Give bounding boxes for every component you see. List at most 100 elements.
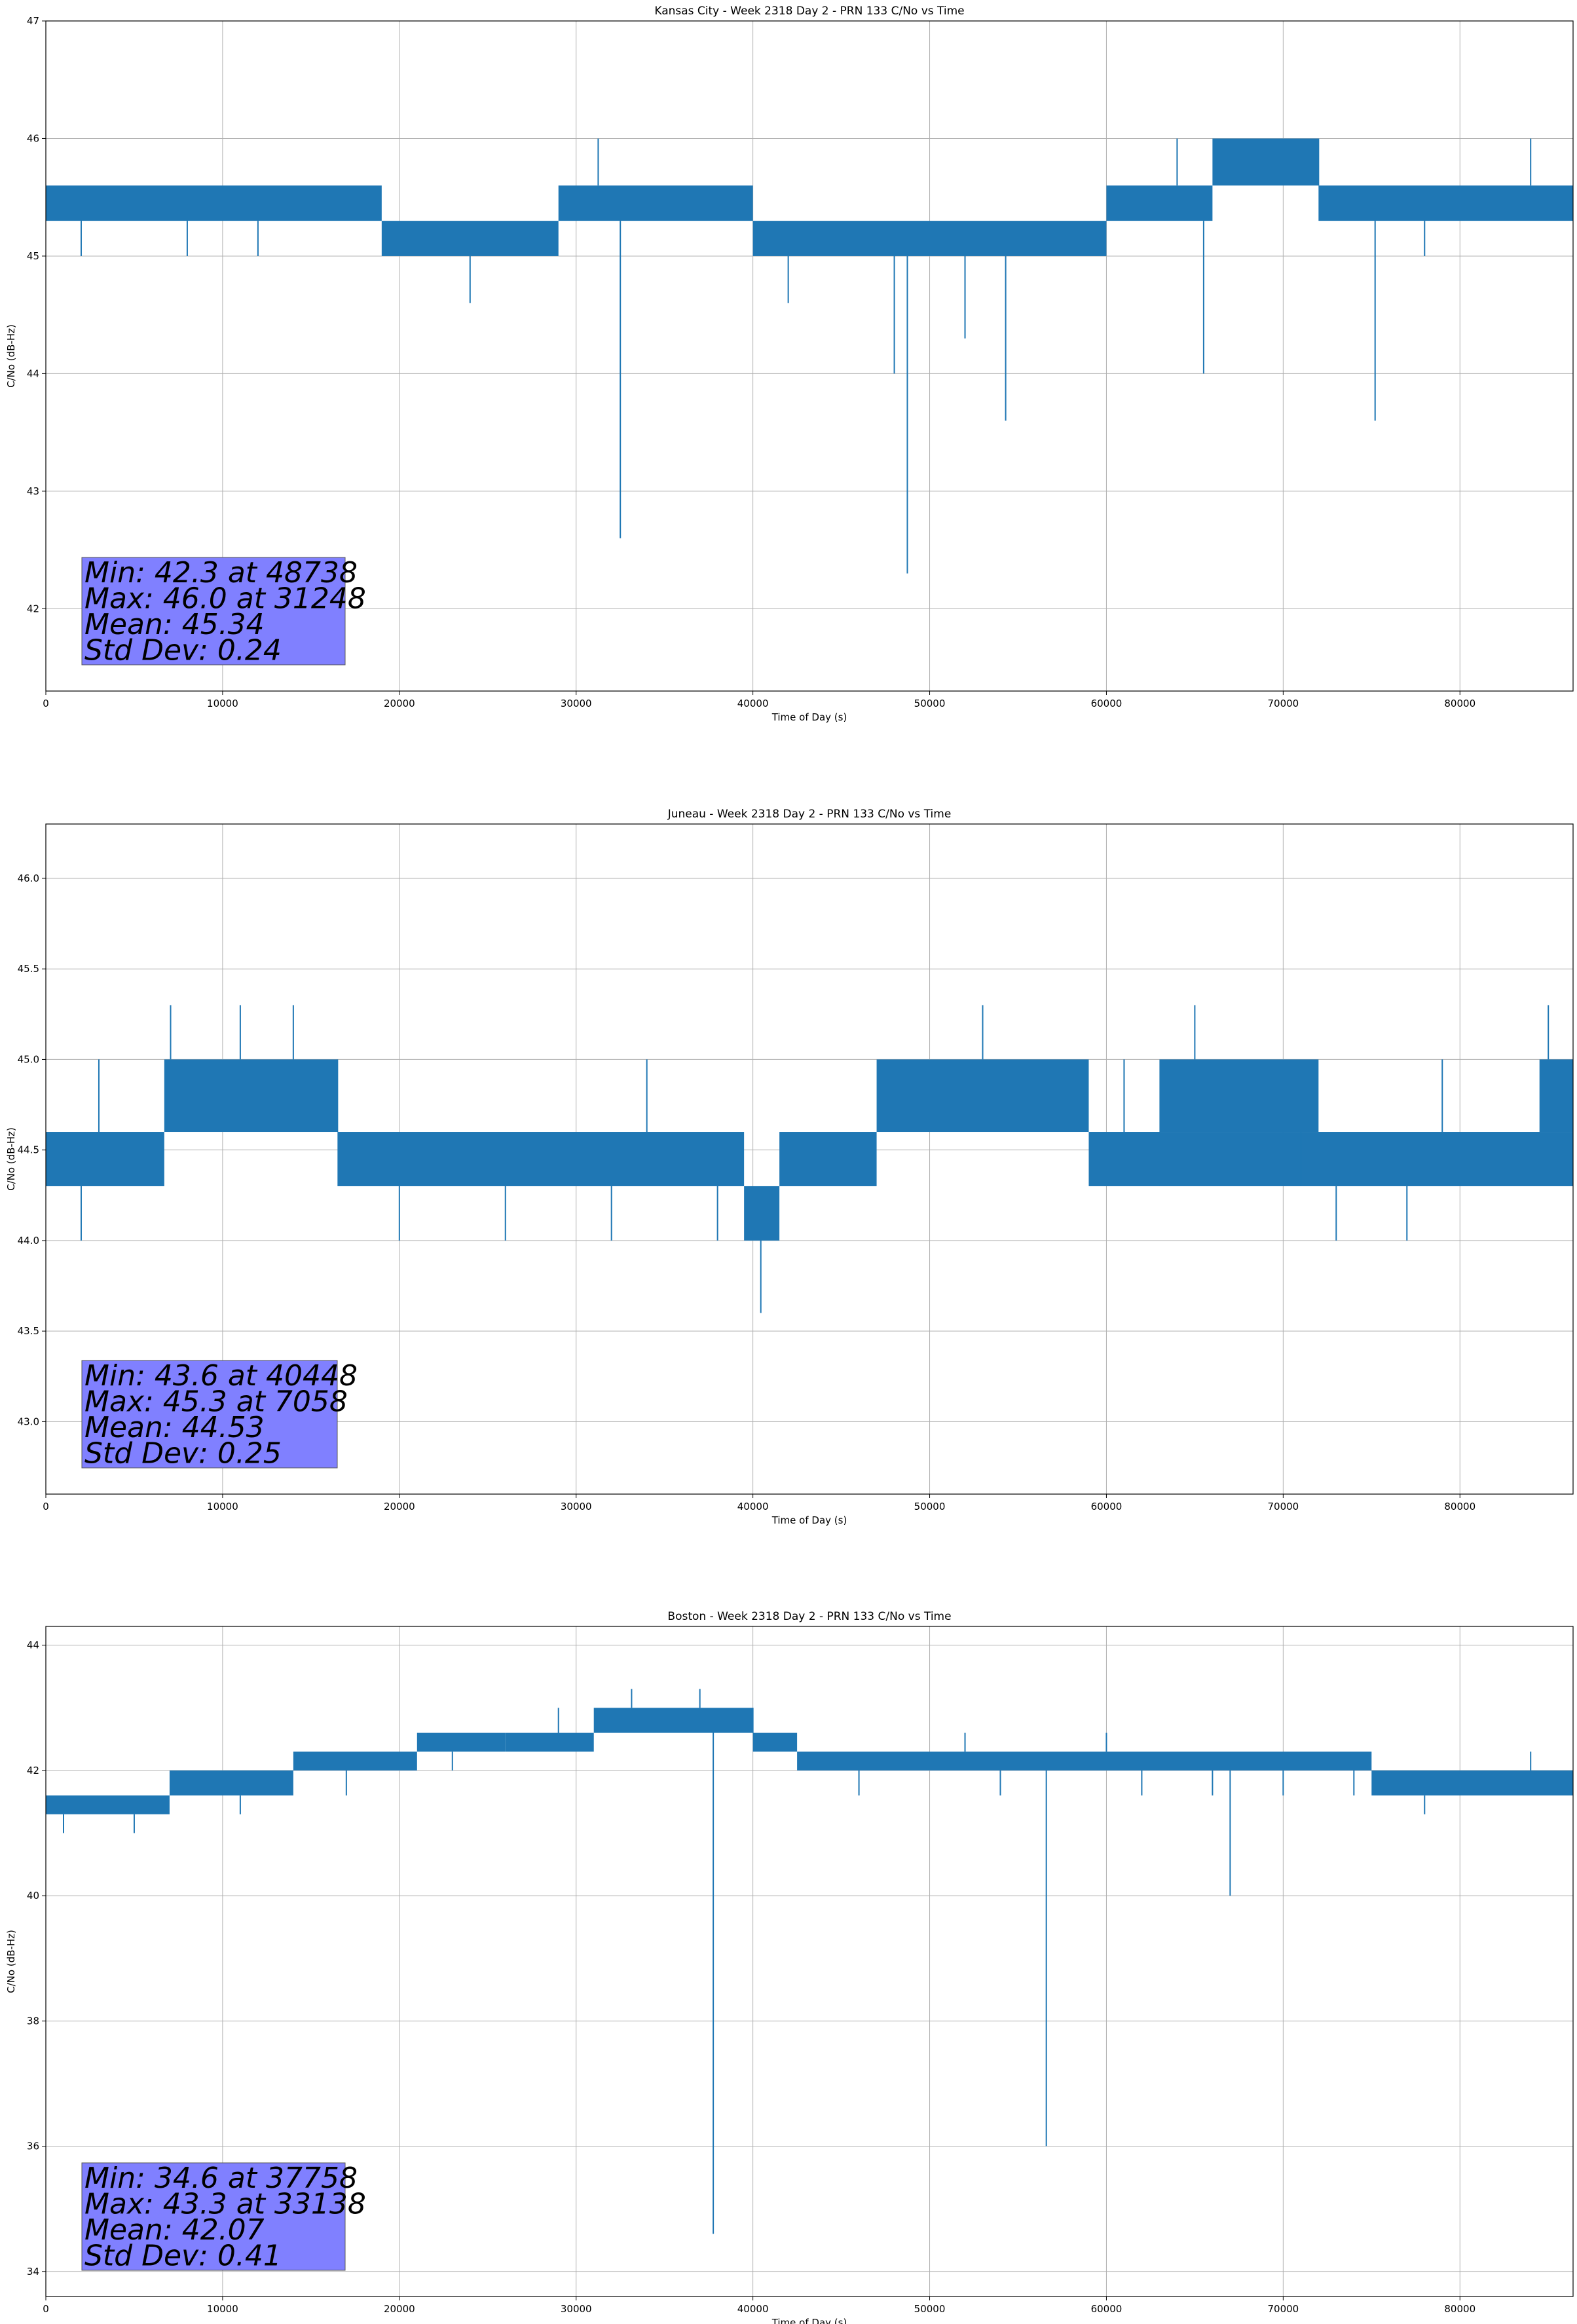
x-axis-label: Time of Day (s) bbox=[771, 711, 847, 723]
stats-line: Std Dev: 0.25 bbox=[84, 1437, 282, 1471]
chart-title: Kansas City - Week 2318 Day 2 - PRN 133 … bbox=[654, 5, 964, 18]
stats-box bbox=[81, 557, 346, 665]
stats-line: Std Dev: 0.24 bbox=[84, 634, 282, 667]
data-band bbox=[1159, 1059, 1319, 1133]
data-band bbox=[779, 1132, 877, 1186]
data-band bbox=[417, 1733, 506, 1752]
y-tick-label: 47 bbox=[27, 15, 39, 27]
data-band bbox=[293, 1752, 417, 1771]
x-tick-label: 70000 bbox=[1267, 698, 1299, 709]
x-tick-label: 40000 bbox=[737, 698, 769, 709]
y-tick-label: 38 bbox=[27, 2015, 39, 2027]
data-band bbox=[381, 221, 559, 256]
stats-line: Min: 34.6 at 37758 bbox=[84, 2162, 358, 2195]
stats-line: Max: 43.3 at 33138 bbox=[84, 2188, 366, 2221]
x-tick-label: 10000 bbox=[207, 1501, 238, 1512]
data-band bbox=[505, 1733, 594, 1752]
data-band bbox=[1539, 1059, 1573, 1133]
y-tick-label: 44 bbox=[27, 1640, 39, 1651]
y-tick-label: 42 bbox=[27, 1765, 39, 1776]
series-group bbox=[46, 1005, 1573, 1313]
chart-title: Boston - Week 2318 Day 2 - PRN 133 C/No … bbox=[667, 1610, 951, 1623]
axes-frame bbox=[45, 20, 1574, 692]
y-tick-label: 40 bbox=[27, 1890, 39, 1902]
chart-2: 0 10000 20000 30000 40000 50000 60000 70000 8000… bbox=[5, 1610, 1574, 2324]
y-tick-label: 44.0 bbox=[18, 1235, 39, 1246]
x-tick-label: 30000 bbox=[561, 1501, 592, 1512]
series-group bbox=[46, 138, 1573, 574]
x-tick-label: 80000 bbox=[1444, 2303, 1475, 2315]
y-tick-label: 45 bbox=[27, 250, 39, 262]
chart-title: Juneau - Week 2318 Day 2 - PRN 133 C/No … bbox=[667, 808, 952, 821]
x-tick-label: 10000 bbox=[207, 698, 238, 709]
data-band bbox=[46, 185, 382, 221]
x-tick-label: 0 bbox=[43, 2303, 49, 2315]
x-tick-label: 20000 bbox=[384, 1501, 415, 1512]
data-band bbox=[46, 1795, 170, 1814]
x-tick-label: 20000 bbox=[384, 2303, 415, 2315]
data-band bbox=[1088, 1132, 1573, 1186]
y-tick-label: 43.0 bbox=[18, 1415, 39, 1427]
data-band bbox=[752, 221, 1107, 256]
data-band bbox=[876, 1059, 1089, 1133]
x-axis-label: Time of Day (s) bbox=[771, 1514, 847, 1526]
x-tick-label: 30000 bbox=[561, 2303, 592, 2315]
y-axis-label: C/No (dB-Hz) bbox=[5, 324, 17, 388]
y-tick-label: 34 bbox=[27, 2266, 39, 2277]
x-tick-label: 60000 bbox=[1091, 2303, 1122, 2315]
x-tick-label: 50000 bbox=[914, 2303, 946, 2315]
y-tick-label: 36 bbox=[27, 2141, 39, 2152]
y-tick-label: 42 bbox=[27, 603, 39, 614]
x-axis-label: Time of Day (s) bbox=[771, 2317, 847, 2324]
x-tick-label: 40000 bbox=[737, 1501, 769, 1512]
data-band bbox=[1212, 138, 1319, 186]
x-tick-label: 80000 bbox=[1444, 1501, 1475, 1512]
data-band bbox=[593, 1708, 753, 1733]
x-tick-label: 50000 bbox=[914, 698, 946, 709]
series-group bbox=[46, 1689, 1573, 2234]
stats-line: Mean: 42.07 bbox=[84, 2213, 265, 2247]
x-tick-label: 10000 bbox=[207, 2303, 238, 2315]
y-tick-label: 46.0 bbox=[18, 872, 39, 884]
x-tick-label: 40000 bbox=[737, 2303, 769, 2315]
y-tick-label: 44 bbox=[27, 367, 39, 379]
y-tick-label: 46 bbox=[27, 132, 39, 144]
data-band bbox=[1371, 1770, 1573, 1796]
axes-frame bbox=[45, 823, 1574, 1495]
x-tick-label: 70000 bbox=[1267, 2303, 1299, 2315]
y-tick-label: 45.0 bbox=[18, 1053, 39, 1065]
data-band bbox=[1106, 185, 1213, 221]
stats-line: Min: 43.6 at 40448 bbox=[84, 1359, 358, 1393]
data-band bbox=[558, 185, 753, 221]
chart-0: 0 10000 20000 30000 40000 50000 60000 70000 8000… bbox=[5, 5, 1574, 723]
y-tick-label: 43.5 bbox=[18, 1325, 39, 1337]
axes-frame bbox=[45, 1626, 1574, 2297]
stats-line: Max: 46.0 at 31248 bbox=[84, 582, 366, 616]
y-axis-label: C/No (dB-Hz) bbox=[5, 1930, 17, 1993]
data-band bbox=[797, 1752, 1372, 1771]
stats-line: Std Dev: 0.41 bbox=[84, 2240, 282, 2273]
x-tick-label: 60000 bbox=[1091, 1501, 1122, 1512]
data-band bbox=[46, 1132, 164, 1186]
stats-box bbox=[81, 1360, 338, 1469]
y-tick-label: 45.5 bbox=[18, 963, 39, 975]
x-tick-label: 30000 bbox=[561, 698, 592, 709]
x-tick-label: 60000 bbox=[1091, 698, 1122, 709]
y-tick-label: 44.5 bbox=[18, 1144, 39, 1156]
chart-1: 0 10000 20000 30000 40000 50000 60000 70000 8000… bbox=[5, 808, 1574, 1526]
data-band bbox=[1318, 185, 1573, 221]
stats-box bbox=[81, 2162, 346, 2271]
x-tick-label: 0 bbox=[43, 1501, 49, 1512]
y-axis-label: C/No (dB-Hz) bbox=[5, 1127, 17, 1191]
stats-line: Max: 45.3 at 7058 bbox=[84, 1385, 348, 1419]
x-tick-label: 0 bbox=[43, 698, 49, 709]
data-band bbox=[337, 1132, 745, 1186]
x-tick-label: 80000 bbox=[1444, 698, 1475, 709]
data-band bbox=[164, 1059, 338, 1133]
stats-line: Mean: 44.53 bbox=[84, 1411, 265, 1444]
stats-line: Min: 42.3 at 48738 bbox=[84, 556, 358, 590]
x-tick-label: 20000 bbox=[384, 698, 415, 709]
data-band bbox=[744, 1186, 780, 1241]
data-band bbox=[752, 1733, 798, 1752]
